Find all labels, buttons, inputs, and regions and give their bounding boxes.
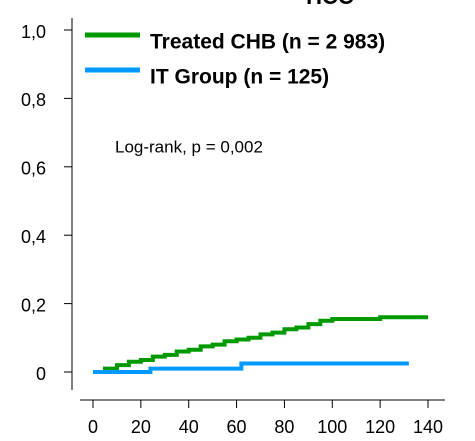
y-tick-label: 0,6 [21, 159, 46, 179]
y-tick-label: 0 [36, 364, 46, 384]
x-tick-label: 140 [413, 417, 443, 437]
x-tick-label: 40 [179, 417, 199, 437]
series-line [93, 361, 409, 374]
y-tick-label: 0,8 [21, 90, 46, 110]
x-tick-label: 60 [227, 417, 247, 437]
y-tick-label: 0,4 [21, 227, 46, 247]
series-line [93, 315, 428, 374]
annotation: Log-rank, p = 0,002 [115, 137, 263, 156]
x-tick-label: 80 [274, 417, 294, 437]
x-tick-label: 100 [317, 417, 347, 437]
legend-label: Treated CHB (n = 2 983) [150, 31, 385, 54]
y-tick-label: 0,2 [21, 295, 46, 315]
chart-title: HCC [306, 0, 354, 9]
x-tick-label: 20 [131, 417, 151, 437]
x-tick-label: 120 [365, 417, 395, 437]
legend-label: IT Group (n = 125) [150, 66, 329, 89]
y-tick-label: 1,0 [21, 22, 46, 42]
x-tick-label: 0 [88, 417, 98, 437]
